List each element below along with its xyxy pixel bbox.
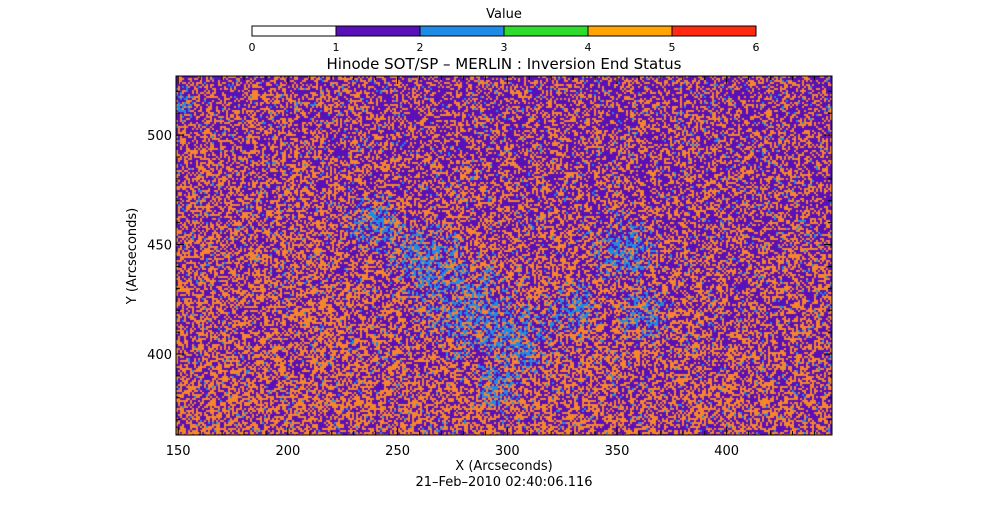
y-axis-label: Y (Arcseconds) [125, 208, 140, 305]
x-axis-label: X (Arcseconds) [455, 459, 552, 474]
x-tick-label: 150 [166, 444, 191, 459]
colorbar-tick-label: 6 [753, 41, 760, 54]
y-tick-label: 450 [147, 239, 172, 254]
colorbar-segment-5 [672, 26, 756, 36]
colorbar: Value 0 1 2 3 4 5 6 [249, 7, 760, 54]
x-tick-label: 200 [275, 444, 300, 459]
x-tick-label: 300 [495, 444, 520, 459]
colorbar-segment-1 [336, 26, 420, 36]
colorbar-segment-3 [504, 26, 588, 36]
heatmap-image [176, 76, 832, 435]
colorbar-segments [252, 26, 756, 36]
x-tick-label: 350 [605, 444, 630, 459]
colorbar-tick-label: 1 [333, 41, 340, 54]
y-tick-label: 500 [147, 129, 172, 144]
colorbar-segment-4 [588, 26, 672, 36]
y-axis-ticks: 400 450 500 [147, 90, 832, 421]
colorbar-tick-label: 5 [669, 41, 676, 54]
colorbar-tick-label: 4 [585, 41, 592, 54]
x-tick-label: 250 [385, 444, 410, 459]
plot-area: 150 200 250 300 350 400 400 450 500 [147, 75, 833, 459]
colorbar-ticks: 0 1 2 3 4 5 6 [249, 26, 760, 54]
timestamp: 21–Feb–2010 02:40:06.116 [415, 475, 592, 490]
colorbar-segment-2 [420, 26, 504, 36]
x-axis-ticks: 150 200 250 300 350 400 [166, 76, 815, 459]
colorbar-title: Value [486, 7, 522, 22]
plot-frame [175, 75, 833, 436]
chart-title: Hinode SOT/SP – MERLIN : Inversion End S… [327, 55, 682, 73]
x-tick-label: 400 [714, 444, 739, 459]
colorbar-tick-label: 3 [501, 41, 508, 54]
colorbar-tick-label: 0 [249, 41, 256, 54]
y-tick-label: 400 [147, 348, 172, 363]
colorbar-tick-label: 2 [417, 41, 424, 54]
colorbar-segment-0 [252, 26, 336, 36]
